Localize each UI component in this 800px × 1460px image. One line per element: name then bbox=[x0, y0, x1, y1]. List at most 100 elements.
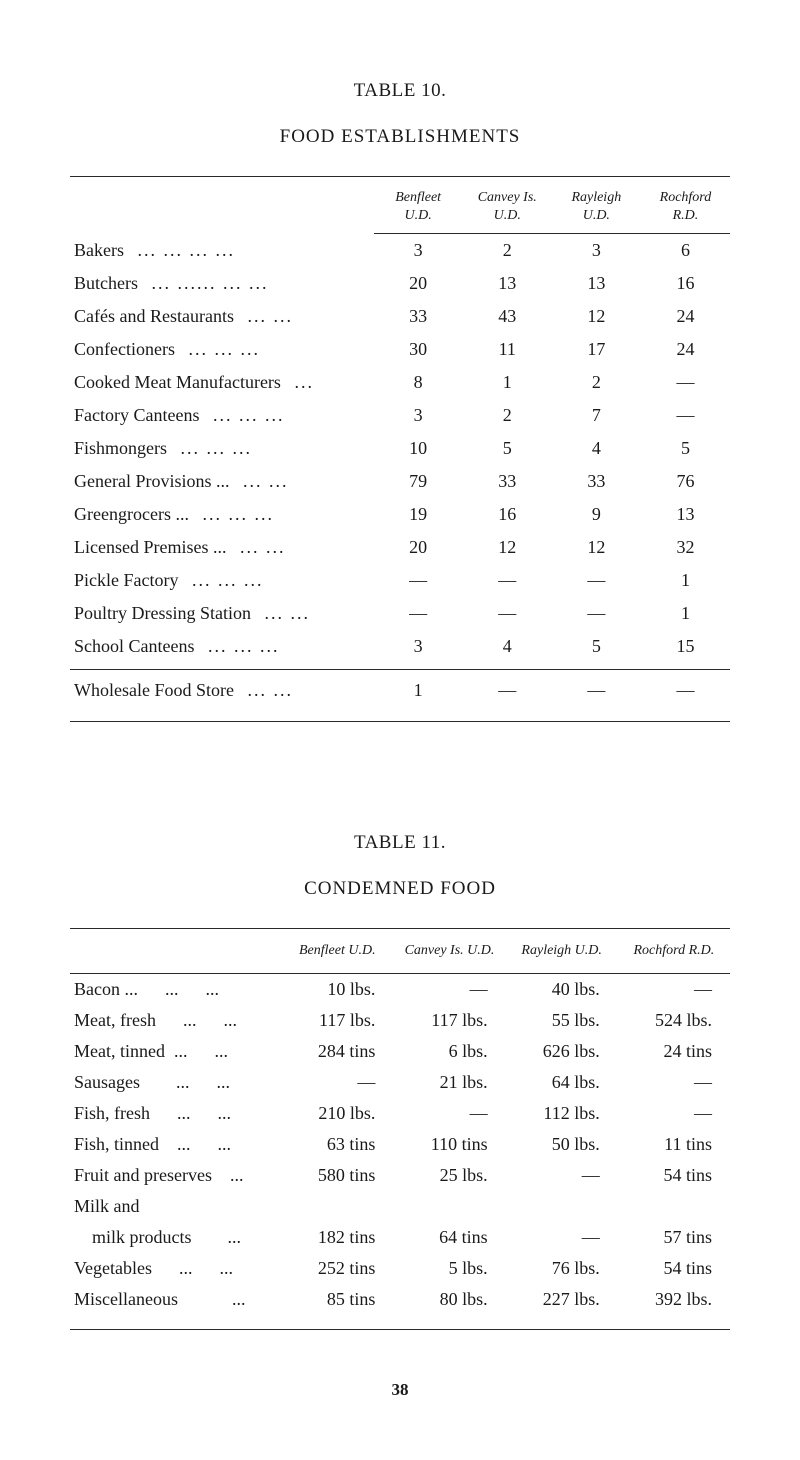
row-value: — bbox=[506, 1160, 618, 1191]
row-value: 55 lbs. bbox=[506, 1005, 618, 1036]
row-value: 3 bbox=[374, 234, 463, 268]
row-value: 5 bbox=[641, 432, 730, 465]
table-row: Fish, tinned ... ...63 tins110 tins50 lb… bbox=[70, 1129, 730, 1160]
row-value: — bbox=[641, 674, 730, 707]
table-row: milk products ...182 tins64 tins—57 tins bbox=[70, 1222, 730, 1253]
row-value: 1 bbox=[374, 674, 463, 707]
row-value: — bbox=[641, 366, 730, 399]
row-value: 17 bbox=[552, 333, 641, 366]
table11: Benfleet U.D. Canvey Is. U.D. Rayleigh U… bbox=[70, 929, 730, 1315]
row-value: 85 tins bbox=[281, 1284, 393, 1315]
row-value bbox=[393, 1191, 505, 1222]
page-number: 38 bbox=[70, 1380, 730, 1400]
row-value: 13 bbox=[641, 498, 730, 531]
row-value: 54 tins bbox=[618, 1160, 730, 1191]
table11-header-empty bbox=[70, 929, 281, 969]
row-value: — bbox=[374, 597, 463, 630]
row-value: 392 lbs. bbox=[618, 1284, 730, 1315]
row-value: 117 lbs. bbox=[281, 1005, 393, 1036]
row-label: School Canteens ... ... ... bbox=[70, 630, 374, 663]
row-value: 25 lbs. bbox=[393, 1160, 505, 1191]
row-value: 54 tins bbox=[618, 1253, 730, 1284]
row-label: Butchers ... ...... ... ... bbox=[70, 267, 374, 300]
table-row: Greengrocers ... ... ... ...1916913 bbox=[70, 498, 730, 531]
row-value: 33 bbox=[374, 300, 463, 333]
row-label: Milk and bbox=[70, 1191, 281, 1222]
table-11-section: TABLE 11. CONDEMNED FOOD Benfleet U.D. C… bbox=[70, 832, 730, 1330]
row-value: 2 bbox=[463, 234, 552, 268]
table-row: Vegetables ... ...252 tins5 lbs.76 lbs.5… bbox=[70, 1253, 730, 1284]
row-value: 19 bbox=[374, 498, 463, 531]
row-value: 4 bbox=[463, 630, 552, 663]
table10-header-benfleet: Benfleet U.D. bbox=[374, 177, 463, 233]
table10-title: TABLE 10. bbox=[70, 80, 730, 102]
row-label: Pickle Factory ... ... ... bbox=[70, 564, 374, 597]
row-value: 1 bbox=[641, 597, 730, 630]
row-value: 210 lbs. bbox=[281, 1098, 393, 1129]
row-value: — bbox=[393, 974, 505, 1005]
row-value: 24 tins bbox=[618, 1036, 730, 1067]
table-row: Cooked Meat Manufacturers ...812— bbox=[70, 366, 730, 399]
table11-header-rayleigh: Rayleigh U.D. bbox=[506, 929, 618, 969]
row-label: milk products ... bbox=[70, 1222, 281, 1253]
table-row: Poultry Dressing Station ... ...———1 bbox=[70, 597, 730, 630]
row-label: General Provisions ... ... ... bbox=[70, 465, 374, 498]
table-row: Licensed Premises ... ... ...20121232 bbox=[70, 531, 730, 564]
table10-header-canvey: Canvey Is. U.D. bbox=[463, 177, 552, 233]
row-value: — bbox=[552, 597, 641, 630]
table10-header-empty bbox=[70, 177, 374, 233]
table-row: Wholesale Food Store ... ...1——— bbox=[70, 674, 730, 707]
row-label: Vegetables ... ... bbox=[70, 1253, 281, 1284]
row-value: 30 bbox=[374, 333, 463, 366]
table-row: Miscellaneous ...85 tins80 lbs.227 lbs.3… bbox=[70, 1284, 730, 1315]
row-value: 626 lbs. bbox=[506, 1036, 618, 1067]
row-value: 76 bbox=[641, 465, 730, 498]
row-value: 2 bbox=[463, 399, 552, 432]
row-value: — bbox=[552, 674, 641, 707]
row-value: — bbox=[374, 564, 463, 597]
row-value: 33 bbox=[552, 465, 641, 498]
table11-header-rochford: Rochford R.D. bbox=[618, 929, 730, 969]
row-label: Bacon ... ... ... bbox=[70, 974, 281, 1005]
row-value: 117 lbs. bbox=[393, 1005, 505, 1036]
row-label: Fish, fresh ... ... bbox=[70, 1098, 281, 1129]
table11-bottom-rule bbox=[70, 1329, 730, 1330]
row-value: 9 bbox=[552, 498, 641, 531]
row-value: 13 bbox=[463, 267, 552, 300]
row-value: — bbox=[506, 1222, 618, 1253]
table-row: Bakers ... ... ... ...3236 bbox=[70, 234, 730, 268]
table-row: Fish, fresh ... ...210 lbs.—112 lbs.— bbox=[70, 1098, 730, 1129]
table11-title: TABLE 11. bbox=[70, 832, 730, 854]
row-value: 63 tins bbox=[281, 1129, 393, 1160]
row-value: 580 tins bbox=[281, 1160, 393, 1191]
table-row: Milk and bbox=[70, 1191, 730, 1222]
row-value: 1 bbox=[463, 366, 552, 399]
row-label: Fruit and preserves ... bbox=[70, 1160, 281, 1191]
row-value: 1 bbox=[641, 564, 730, 597]
row-value: — bbox=[463, 597, 552, 630]
row-value: 32 bbox=[641, 531, 730, 564]
table-row: Confectioners ... ... ...30111724 bbox=[70, 333, 730, 366]
table10-subtitle: FOOD ESTABLISHMENTS bbox=[70, 126, 730, 148]
row-value: 15 bbox=[641, 630, 730, 663]
row-value: 33 bbox=[463, 465, 552, 498]
table-row: Factory Canteens ... ... ...327— bbox=[70, 399, 730, 432]
table-row: Pickle Factory ... ... ...———1 bbox=[70, 564, 730, 597]
table10-header-rayleigh: Rayleigh U.D. bbox=[552, 177, 641, 233]
table10-header-row: Benfleet U.D. Canvey Is. U.D. Rayleigh U… bbox=[70, 177, 730, 233]
table-row: Meat, tinned ... ...284 tins6 lbs.626 lb… bbox=[70, 1036, 730, 1067]
table11-subtitle: CONDEMNED FOOD bbox=[70, 878, 730, 900]
row-value: 16 bbox=[641, 267, 730, 300]
row-value: 79 bbox=[374, 465, 463, 498]
table11-header-canvey: Canvey Is. U.D. bbox=[393, 929, 505, 969]
row-value: — bbox=[463, 564, 552, 597]
row-value: 24 bbox=[641, 333, 730, 366]
row-value: 252 tins bbox=[281, 1253, 393, 1284]
row-value: 6 bbox=[641, 234, 730, 268]
row-value: 110 tins bbox=[393, 1129, 505, 1160]
table-row: Sausages ... ...—21 lbs.64 lbs.— bbox=[70, 1067, 730, 1098]
row-value bbox=[281, 1191, 393, 1222]
row-value: — bbox=[618, 974, 730, 1005]
table-row: General Provisions ... ... ...79333376 bbox=[70, 465, 730, 498]
row-value: 13 bbox=[552, 267, 641, 300]
